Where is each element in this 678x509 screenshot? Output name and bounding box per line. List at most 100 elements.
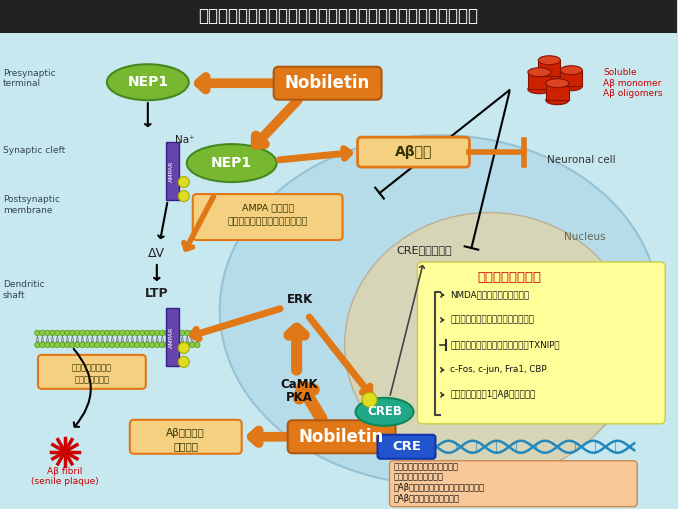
Text: ポストシナプス膜への移行促進: ポストシナプス膜への移行促進 [227, 217, 308, 227]
Text: チオレドキシン結合タンパク質（TXNIP）: チオレドキシン結合タンパク質（TXNIP） [450, 341, 560, 349]
Bar [528, 72, 551, 89]
Text: ・遺伝子発現亢進作用: ・遺伝子発現亢進作用 [393, 473, 443, 482]
Circle shape [189, 330, 195, 336]
Ellipse shape [344, 213, 634, 477]
Circle shape [180, 342, 185, 348]
Text: 発現上昇（抑制）: 発現上昇（抑制） [477, 271, 541, 285]
Circle shape [184, 330, 190, 336]
Circle shape [115, 330, 120, 336]
Circle shape [110, 342, 115, 348]
Circle shape [165, 342, 170, 348]
Circle shape [165, 330, 170, 336]
Ellipse shape [538, 72, 560, 81]
Text: NMDA型グルタミン酸受容体: NMDA型グルタミン酸受容体 [450, 291, 530, 299]
FancyBboxPatch shape [418, 262, 665, 424]
Text: ネプリライシン1（Aβ分解酵素）: ネプリライシン1（Aβ分解酵素） [450, 390, 536, 400]
Circle shape [119, 342, 125, 348]
Circle shape [119, 330, 125, 336]
Circle shape [174, 342, 180, 348]
Text: Nobiletin: Nobiletin [285, 74, 370, 92]
Text: ガングリオシドの: ガングリオシドの [72, 363, 112, 373]
Circle shape [95, 330, 100, 336]
FancyBboxPatch shape [357, 137, 469, 167]
Text: LTP: LTP [145, 288, 169, 300]
Circle shape [60, 342, 65, 348]
Text: CRE依存的転写: CRE依存的転写 [397, 245, 452, 255]
Text: c-Fos, c-jun, Fra1, CBP: c-Fos, c-jun, Fra1, CBP [450, 365, 547, 374]
Circle shape [178, 356, 189, 367]
Circle shape [150, 330, 155, 336]
Circle shape [70, 342, 75, 348]
Text: NEP1: NEP1 [127, 75, 168, 89]
Circle shape [75, 342, 80, 348]
Circle shape [125, 330, 130, 336]
Text: AMPAR: AMPAR [170, 326, 174, 348]
Ellipse shape [538, 56, 560, 65]
Circle shape [184, 342, 190, 348]
Bar [546, 83, 569, 100]
Circle shape [189, 342, 195, 348]
Text: Nobiletin: Nobiletin [299, 428, 384, 446]
Circle shape [170, 342, 175, 348]
Circle shape [95, 342, 100, 348]
Circle shape [195, 330, 200, 336]
Circle shape [64, 330, 71, 336]
Text: CREB: CREB [367, 405, 402, 418]
Text: Presynaptic
terminal: Presynaptic terminal [3, 69, 56, 88]
FancyBboxPatch shape [287, 420, 395, 453]
Text: Soluble
Aβ monomer
Aβ oligomers: Soluble Aβ monomer Aβ oligomers [603, 68, 663, 98]
Text: Aβ fibril
(senile plaque): Aβ fibril (senile plaque) [31, 467, 99, 487]
Circle shape [174, 330, 180, 336]
Circle shape [150, 342, 155, 348]
Circle shape [89, 342, 95, 348]
Text: ・Aβ誘発性細胞死抑制作用: ・Aβ誘発性細胞死抑制作用 [393, 494, 460, 503]
Circle shape [100, 330, 105, 336]
Circle shape [39, 330, 45, 336]
Text: Na⁺: Na⁺ [175, 135, 195, 145]
Text: Aβ線維蓄積: Aβ線維蓄積 [166, 428, 205, 438]
Bar [560, 70, 582, 86]
Circle shape [178, 177, 189, 188]
Circle shape [79, 330, 85, 336]
Ellipse shape [528, 84, 551, 94]
Ellipse shape [220, 135, 659, 485]
Circle shape [35, 342, 40, 348]
FancyBboxPatch shape [193, 194, 342, 240]
Circle shape [89, 330, 95, 336]
Circle shape [129, 330, 135, 336]
Text: ・Aβ誘発性シグナル伝達阻害抑制作用: ・Aβ誘発性シグナル伝達阻害抑制作用 [393, 483, 485, 492]
Ellipse shape [560, 82, 582, 91]
Circle shape [129, 342, 135, 348]
FancyBboxPatch shape [274, 67, 382, 100]
Circle shape [115, 342, 120, 348]
Circle shape [125, 342, 130, 348]
Circle shape [110, 330, 115, 336]
Ellipse shape [528, 68, 551, 77]
Circle shape [35, 330, 40, 336]
Text: ・細胞内シグナル活性化作用: ・細胞内シグナル活性化作用 [393, 462, 458, 471]
Text: Postsynaptic
membrane: Postsynaptic membrane [3, 195, 60, 215]
Circle shape [144, 330, 150, 336]
Circle shape [85, 330, 90, 336]
Circle shape [104, 342, 110, 348]
Text: NEP1: NEP1 [211, 156, 252, 170]
Circle shape [178, 343, 189, 353]
Circle shape [45, 330, 50, 336]
Circle shape [134, 330, 140, 336]
Circle shape [39, 342, 45, 348]
Text: CRE: CRE [392, 440, 421, 454]
Text: 抑制作用: 抑制作用 [174, 441, 198, 451]
Text: ΔV: ΔV [148, 246, 165, 260]
Circle shape [49, 342, 55, 348]
Circle shape [55, 342, 60, 348]
Text: Dendritic
shaft: Dendritic shaft [3, 280, 45, 300]
Circle shape [79, 342, 85, 348]
Text: ノビレチンの抗認知症作用発現の分子作用機序とその標的分子: ノビレチンの抗認知症作用発現の分子作用機序とその標的分子 [199, 7, 479, 25]
Circle shape [60, 330, 65, 336]
Circle shape [64, 342, 71, 348]
Text: Neuronal cell: Neuronal cell [547, 155, 616, 165]
Circle shape [178, 190, 189, 202]
Circle shape [155, 342, 160, 348]
Circle shape [144, 342, 150, 348]
Bar [0, 1, 677, 33]
